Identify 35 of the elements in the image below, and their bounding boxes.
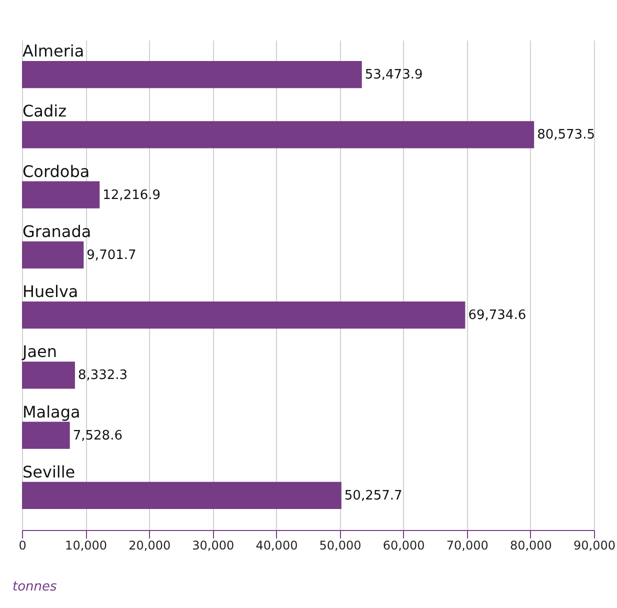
x-axis-title: tonnes (12, 580, 58, 594)
bar (22, 362, 75, 389)
bar (22, 121, 534, 148)
bar (22, 241, 84, 268)
x-tick-label: 10,000 (65, 538, 108, 552)
bar (22, 181, 100, 208)
bar (22, 482, 342, 509)
bar (22, 422, 70, 449)
data-label: 53,473.9 (364, 68, 423, 83)
y-tick-label: Cordoba (22, 162, 90, 181)
x-tick-label: 80,000 (510, 538, 552, 552)
y-tick-label: Malaga (22, 402, 80, 422)
x-tick-label: 0 (18, 538, 26, 552)
data-label: 12,216.9 (102, 188, 161, 203)
y-tick-label: Huelva (22, 282, 78, 302)
x-tick-label: 50,000 (319, 538, 362, 552)
data-label: 7,528.6 (72, 428, 122, 444)
data-label: 8,332.3 (78, 368, 128, 384)
data-label: 80,573.5 (537, 128, 595, 143)
y-tick-label: Jaen (22, 342, 58, 362)
y-tick-label: Seville (22, 462, 76, 482)
data-label: 69,734.6 (468, 308, 526, 324)
data-label: 50,257.7 (344, 488, 402, 504)
bar (22, 61, 362, 88)
y-tick-label: Almeria (22, 42, 84, 61)
x-tick-label: 90,000 (574, 538, 616, 552)
x-tick-label: 60,000 (382, 538, 425, 552)
x-tick-label: 70,000 (446, 538, 488, 552)
y-tick-label: Cadiz (22, 102, 66, 121)
y-tick-label: Granada (22, 222, 92, 241)
x-tick-label: 40,000 (256, 538, 298, 552)
data-label: 9,701.7 (86, 248, 136, 263)
bar (22, 302, 466, 329)
x-tick-label: 30,000 (192, 538, 234, 552)
x-tick-label: 20,000 (128, 538, 171, 552)
